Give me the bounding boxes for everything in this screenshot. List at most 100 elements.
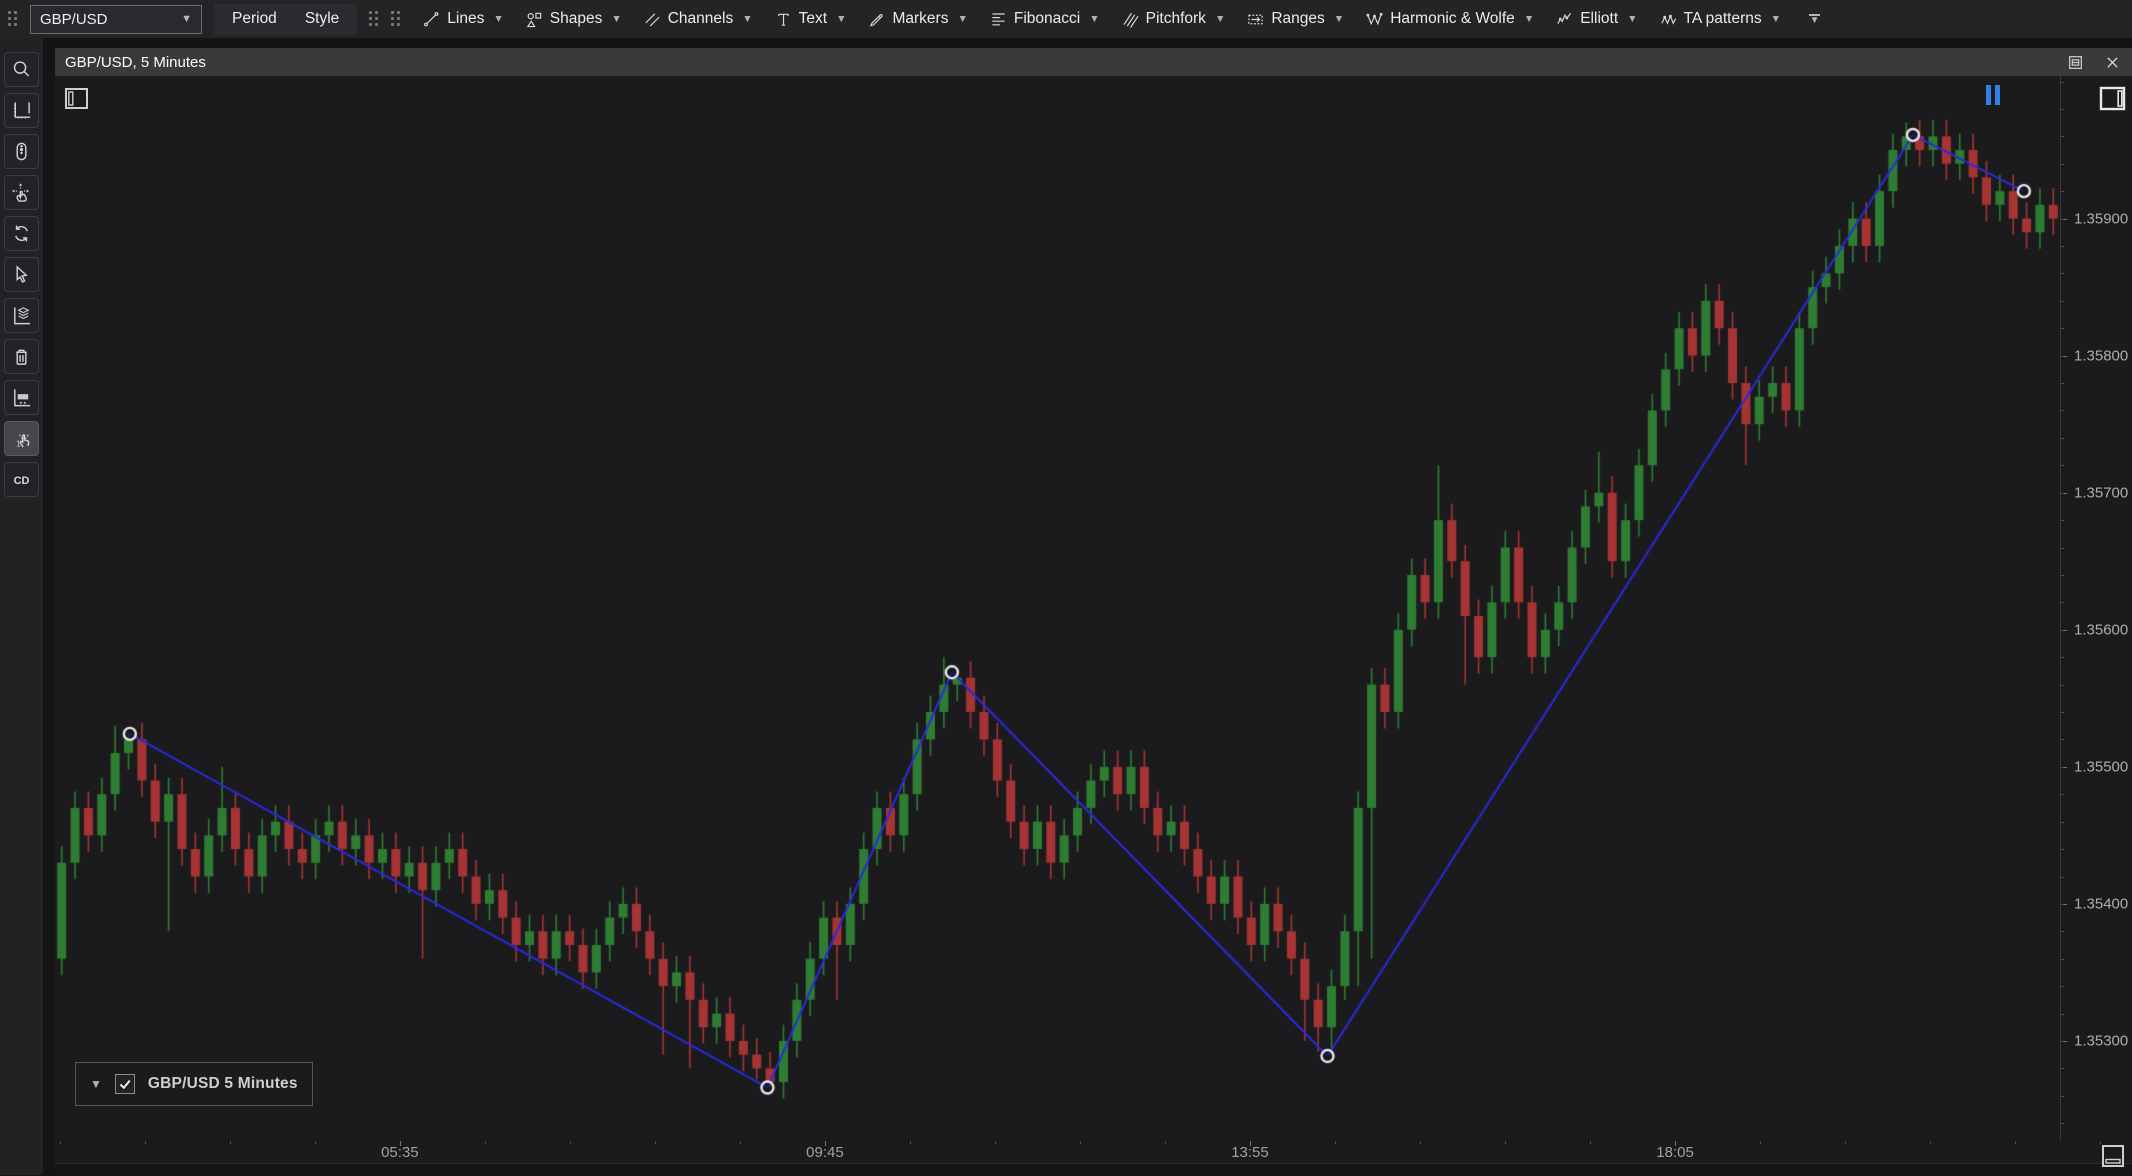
tool-label: Markers xyxy=(892,10,949,27)
close-icon[interactable] xyxy=(2103,53,2122,72)
sidebar-custom-drawing-button[interactable]: CD xyxy=(4,462,39,497)
pause-updates-button[interactable] xyxy=(1986,85,2000,105)
sidebar-tap-select-button[interactable]: 1 xyxy=(4,421,39,456)
price-axis-minor-tick xyxy=(2061,1040,2064,1042)
price-axis-minor-tick xyxy=(2061,1013,2064,1015)
symbol-select[interactable]: GBP/USD ▼ xyxy=(30,4,202,34)
trend-line-icon xyxy=(423,11,440,28)
tool-harmonic-wolfe-button[interactable]: Harmonic & Wolfe ▼ xyxy=(1356,5,1544,33)
price-axis-minor-tick xyxy=(2061,410,2064,412)
toolbar-drag-handle[interactable] xyxy=(8,11,18,27)
sidebar-pan-button[interactable] xyxy=(4,175,39,210)
price-axis-minor-tick xyxy=(2061,300,2064,302)
time-axis-minor-tick xyxy=(994,1141,996,1144)
price-axis-minor-tick xyxy=(2061,547,2064,549)
tool-ta-patterns-button[interactable]: TA patterns ▼ xyxy=(1650,5,1792,33)
chevron-down-icon: ▼ xyxy=(493,13,504,25)
time-axis-minor-tick xyxy=(569,1141,571,1144)
tool-text-button[interactable]: Text ▼ xyxy=(765,5,857,33)
sidebar-series-layers-button[interactable] xyxy=(4,298,39,333)
channels-icon xyxy=(644,11,661,28)
style-button[interactable]: Style xyxy=(293,6,351,32)
series-visibility-checkbox[interactable] xyxy=(114,1074,135,1094)
sidebar-axis-range-button[interactable] xyxy=(4,93,39,128)
series-legend[interactable]: ▼ GBP/USD 5 Minutes xyxy=(75,1062,313,1106)
price-axis-minor-tick xyxy=(2061,81,2064,83)
chart-header: GBP/USD, 5 Minutes xyxy=(55,48,2132,76)
sidebar-cursor-select-button[interactable] xyxy=(4,257,39,292)
period-button[interactable]: Period xyxy=(220,6,289,32)
price-axis-tick xyxy=(2061,766,2067,768)
restore-window-button[interactable] xyxy=(2065,52,2086,73)
price-chart-canvas[interactable] xyxy=(55,76,2060,1141)
tool-label: Harmonic & Wolfe xyxy=(1390,10,1515,27)
tool-label: Pitchfork xyxy=(1145,10,1206,27)
tool-channels-button[interactable]: Channels ▼ xyxy=(634,5,763,33)
cursor-icon xyxy=(11,264,32,285)
pan-hand-icon xyxy=(11,182,32,203)
tool-label: Ranges xyxy=(1271,10,1325,27)
dock-right-panel-toggle[interactable] xyxy=(2099,86,2126,111)
price-axis-minor-tick xyxy=(2061,684,2064,686)
sidebar-zoom-search-button[interactable] xyxy=(4,52,39,87)
marker-pen-icon xyxy=(868,11,885,28)
time-axis-minor-tick xyxy=(144,1141,146,1144)
price-axis-minor-tick xyxy=(2061,958,2064,960)
price-axis-minor-tick xyxy=(2061,1123,2064,1125)
time-axis-tick xyxy=(399,1141,401,1146)
time-axis-minor-tick xyxy=(1590,1141,1591,1144)
sidebar-refresh-button[interactable] xyxy=(4,216,39,251)
plot-area: ▼ GBP/USD 5 Minutes xyxy=(55,76,2060,1142)
sidebar-mouse-wheel-zoom-button[interactable] xyxy=(4,134,39,169)
tool-pitchfork-button[interactable]: Pitchfork ▼ xyxy=(1112,5,1236,33)
toolbar-drag-handle[interactable] xyxy=(391,11,401,27)
cd-text-icon: CD xyxy=(11,469,32,490)
tool-shapes-button[interactable]: Shapes ▼ xyxy=(516,5,632,33)
tool-lines-button[interactable]: Lines ▼ xyxy=(413,5,513,33)
time-axis-minor-tick xyxy=(484,1141,486,1144)
time-axis-tick xyxy=(1249,1141,1251,1146)
time-axis-label: 13:55 xyxy=(1231,1144,1269,1161)
price-axis-minor-tick xyxy=(2061,574,2064,576)
chart-title: GBP/USD, 5 Minutes xyxy=(65,53,206,71)
price-axis-minor-tick xyxy=(2061,986,2064,988)
time-axis-minor-tick xyxy=(909,1141,911,1144)
price-axis-minor-tick xyxy=(2061,108,2064,110)
price-axis[interactable]: 1.35900 1.35800 1.35700 1.35600 1.35500 1.354… xyxy=(2060,76,2132,1142)
price-axis-tick xyxy=(2061,492,2067,494)
search-icon xyxy=(11,59,32,80)
chevron-down-icon: ▼ xyxy=(957,13,968,25)
tool-fibonacci-button[interactable]: Fibonacci ▼ xyxy=(980,5,1110,33)
toolbar-overflow-button[interactable]: ▼ xyxy=(1809,13,1821,26)
price-axis-minor-tick xyxy=(2061,712,2064,713)
time-axis[interactable]: 05:35 09:45 13:55 18:05 xyxy=(55,1141,2132,1163)
dock-bottom-panel-toggle[interactable] xyxy=(2101,1144,2125,1168)
period-style-group: Period Style xyxy=(214,3,358,35)
harmonic-wolfe-icon xyxy=(1366,11,1383,28)
price-axis-minor-tick xyxy=(2061,876,2064,878)
symbol-value: GBP/USD xyxy=(40,10,108,28)
tool-ranges-button[interactable]: Ranges ▼ xyxy=(1237,5,1354,33)
time-axis-label: 05:35 xyxy=(381,1144,419,1161)
price-axis-minor-tick xyxy=(2061,492,2064,494)
sidebar-delete-annotation-button[interactable] xyxy=(4,339,39,374)
price-axis-minor-tick xyxy=(2061,328,2064,330)
time-axis-label: 09:45 xyxy=(806,1144,844,1161)
time-axis-minor-tick xyxy=(654,1141,656,1144)
sidebar-axis-label-button[interactable] xyxy=(4,380,39,415)
tool-label: Lines xyxy=(447,10,485,27)
price-axis-tick xyxy=(2061,355,2067,357)
toolbar-drag-handle[interactable] xyxy=(369,11,379,27)
price-axis-minor-tick xyxy=(2061,931,2064,933)
tool-elliott-button[interactable]: Elliott ▼ xyxy=(1546,5,1647,33)
tool-label: Fibonacci xyxy=(1013,10,1081,27)
price-axis-minor-tick xyxy=(2061,1068,2064,1070)
tool-markers-button[interactable]: Markers ▼ xyxy=(858,5,977,33)
axis-frame-icon xyxy=(11,100,32,121)
price-axis-tick xyxy=(2061,903,2067,905)
dock-left-panel-toggle[interactable] xyxy=(64,87,89,110)
legend-collapse-chevron-icon[interactable]: ▼ xyxy=(90,1077,102,1091)
chart-panel: GBP/USD, 5 Minutes ▼ xyxy=(55,48,2132,1176)
price-axis-minor-tick xyxy=(2061,903,2064,905)
tool-label: Elliott xyxy=(1580,10,1619,27)
